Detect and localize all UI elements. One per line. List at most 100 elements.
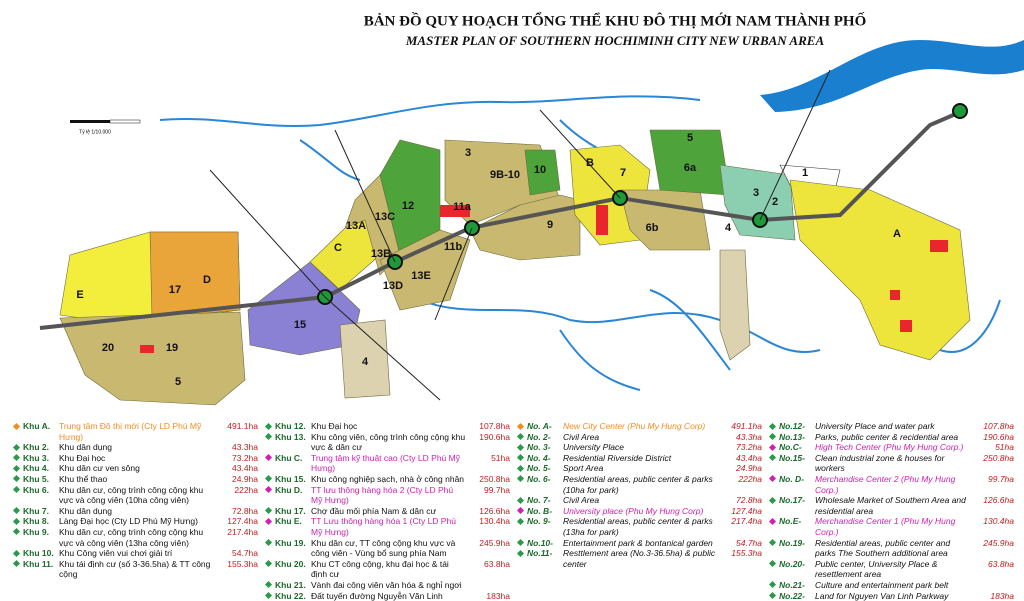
legend-marker xyxy=(769,592,776,599)
legend-area: 99.7ha xyxy=(470,485,510,496)
legend-code: No. 4- xyxy=(527,453,563,464)
legend-code: Khu 2. xyxy=(23,442,59,453)
legend: Khu A.Trung tâm Đô thị mới (Cty LD Phú M… xyxy=(14,421,1014,567)
legend-area: 491.1ha xyxy=(218,421,258,432)
legend-description: Trung tâm Đô thị mới (Cty LD Phú Mỹ Hưng… xyxy=(59,421,218,442)
legend-marker xyxy=(13,465,20,472)
legend-marker xyxy=(13,518,20,525)
legend-description: Chợ đầu mối phía Nam & dân cư xyxy=(311,506,470,517)
legend-item: No.C-High Tech Center (Phu My Hung Corp.… xyxy=(770,442,1014,453)
legend-marker xyxy=(769,475,776,482)
zone-label: 17 xyxy=(169,284,181,296)
legend-area: 222ha xyxy=(722,474,762,485)
legend-marker xyxy=(265,581,272,588)
legend-description: TT lưu thông hàng hóa 2 (Cty LD Phú Mỹ H… xyxy=(311,485,470,506)
legend-area: 250.8ha xyxy=(974,453,1014,464)
legend-marker xyxy=(13,486,20,493)
legend-column: No. A-New City Center (Phu My Hung Corp)… xyxy=(518,421,762,567)
legend-description: High Tech Center (Phu My Hung Corp.) xyxy=(815,442,974,453)
legend-marker xyxy=(517,539,524,546)
legend-description: Clean industrial zone & houses for worke… xyxy=(815,453,974,474)
legend-item: Khu 20.Khu CT công cộng, khu đại học & t… xyxy=(266,559,510,580)
legend-item: No. 9-Residential areas, public center &… xyxy=(518,516,762,537)
zone-label: 6b xyxy=(646,222,659,234)
legend-marker xyxy=(13,422,20,429)
zone-label: 11a xyxy=(453,201,472,213)
legend-description: Residential areas, public center & parks… xyxy=(563,516,722,537)
legend-description: Public center, University Place & resett… xyxy=(815,559,974,580)
zone-label: 13C xyxy=(375,211,395,223)
legend-description: Civil Area xyxy=(563,495,722,506)
zone-label: 5 xyxy=(175,376,181,388)
legend-marker xyxy=(265,592,272,599)
legend-description: Khu dân cư, công trình công cộng khu vực… xyxy=(59,527,218,548)
legend-description: Khu dân dụng xyxy=(59,442,218,453)
legend-code: No.15- xyxy=(779,453,815,464)
legend-description: Merchandise Center 2 (Phu My Hung Corp.) xyxy=(815,474,974,495)
legend-item: No.19-Residential areas, public center a… xyxy=(770,538,1014,559)
legend-marker xyxy=(517,465,524,472)
legend-code: No.19- xyxy=(779,538,815,549)
legend-code: Khu 10. xyxy=(23,548,59,559)
legend-marker xyxy=(517,444,524,451)
legend-area: 126.6ha xyxy=(470,506,510,517)
legend-area: 127.4ha xyxy=(218,516,258,527)
legend-description: Khu thể thao xyxy=(59,474,218,485)
legend-item: No.15-Clean industrial zone & houses for… xyxy=(770,453,1014,474)
legend-area: 54.7ha xyxy=(218,548,258,559)
legend-marker xyxy=(265,433,272,440)
legend-area: 51ha xyxy=(470,453,510,464)
legend-code: Khu 5. xyxy=(23,474,59,485)
page: Tỷ lệ 1/10.000 BẢN ĐỒ QUY HOẠCH TỔNG THỂ… xyxy=(0,0,1024,571)
legend-area: 24.9ha xyxy=(218,474,258,485)
legend-description: Parks, public center & recidential area xyxy=(815,432,974,443)
zone-label: E xyxy=(76,289,83,301)
legend-description: Residential areas, public center and par… xyxy=(815,538,974,559)
legend-description: Khu dân cư, công trình công cộng khu vực… xyxy=(59,485,218,506)
legend-area: 63.8ha xyxy=(470,559,510,570)
legend-description: University Place and water park xyxy=(815,421,974,432)
zone-label: 6a xyxy=(684,162,697,174)
zone-label: 3 xyxy=(465,147,471,159)
legend-area: 127.4ha xyxy=(722,506,762,517)
zone-label: 7 xyxy=(620,167,626,179)
legend-item: Khu 13.Khu công viên, công trình công cộ… xyxy=(266,432,510,453)
legend-marker xyxy=(265,560,272,567)
legend-code: Khu 21. xyxy=(275,580,311,591)
legend-code: No.11- xyxy=(527,548,563,559)
legend-code: No. 5- xyxy=(527,463,563,474)
legend-code: No.12- xyxy=(779,421,815,432)
legend-marker xyxy=(265,454,272,461)
legend-marker xyxy=(265,507,272,514)
legend-area: 250.8ha xyxy=(470,474,510,485)
legend-area: 245.9ha xyxy=(974,538,1014,549)
legend-marker xyxy=(769,422,776,429)
legend-marker xyxy=(769,433,776,440)
legend-marker xyxy=(517,518,524,525)
legend-marker xyxy=(13,550,20,557)
legend-item: No.10-Entertainment park & bontanical ga… xyxy=(518,538,762,549)
legend-item: Khu 19.Khu dân cư, TT công cộng khu vực … xyxy=(266,538,510,559)
legend-description: New City Center (Phu My Hung Corp) xyxy=(563,421,722,432)
legend-code: Khu 3. xyxy=(23,453,59,464)
legend-code: No. 7- xyxy=(527,495,563,506)
legend-area: 183ha xyxy=(974,591,1014,601)
zone-label: 13A xyxy=(346,220,366,232)
legend-marker xyxy=(517,454,524,461)
legend-marker xyxy=(769,539,776,546)
legend-code: No.E- xyxy=(779,516,815,527)
legend-code: No. D- xyxy=(779,474,815,485)
zone-label: 3 xyxy=(753,187,759,199)
legend-area: 217.4ha xyxy=(722,516,762,527)
legend-code: Khu 15. xyxy=(275,474,311,485)
legend-area: 130.4ha xyxy=(470,516,510,527)
legend-area: 72.8ha xyxy=(722,495,762,506)
